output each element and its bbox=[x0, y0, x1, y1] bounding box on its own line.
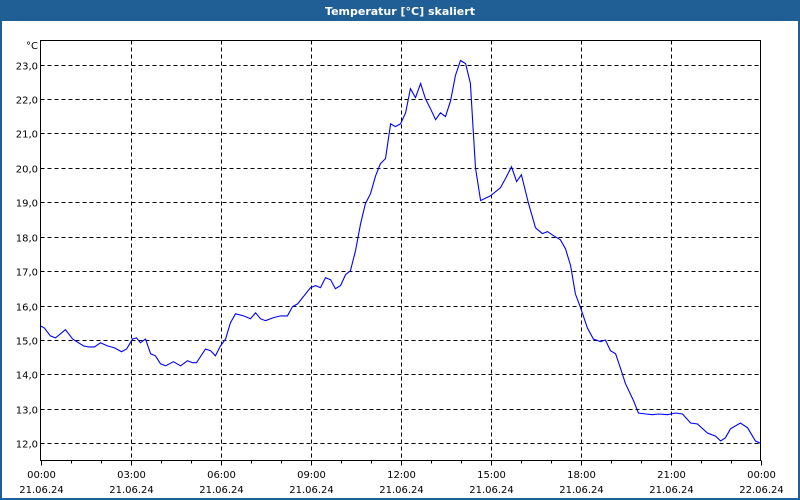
y-tick-label: 14,0 bbox=[16, 371, 38, 382]
window-title: Temperatur [°C] skaliert bbox=[2, 2, 798, 21]
x-tick-date: 22.06.24 bbox=[739, 485, 784, 496]
y-tick-label: 22,0 bbox=[16, 96, 38, 107]
axis-ticks bbox=[41, 460, 762, 466]
y-axis-unit: °C bbox=[26, 41, 38, 52]
x-tick-time: 00:00 bbox=[27, 470, 56, 481]
grid bbox=[40, 40, 761, 461]
x-tick-time: 09:00 bbox=[297, 470, 326, 481]
x-tick-time: 06:00 bbox=[207, 470, 236, 481]
x-tick-date: 21.06.24 bbox=[19, 485, 64, 496]
y-tick-label: 21,0 bbox=[16, 130, 38, 141]
y-tick-label: 16,0 bbox=[16, 303, 38, 314]
x-tick-time: 00:00 bbox=[747, 470, 776, 481]
x-tick-date: 21.06.24 bbox=[109, 485, 154, 496]
temperature-series-line bbox=[40, 59, 761, 444]
x-tick-time: 21:00 bbox=[657, 470, 686, 481]
x-tick-date: 21.06.24 bbox=[199, 485, 244, 496]
y-tick-label: 18,0 bbox=[16, 234, 38, 245]
y-tick-label: 20,0 bbox=[16, 165, 38, 176]
x-tick-date: 21.06.24 bbox=[559, 485, 604, 496]
tick-labels: 23,0 22,0 21,0 20,0 19,0 18,0 17,0 16,0 15,0 14,0… bbox=[16, 62, 784, 497]
x-tick-time: 03:00 bbox=[117, 470, 146, 481]
y-tick-label: 15,0 bbox=[16, 337, 38, 348]
x-tick-time: 18:00 bbox=[567, 470, 596, 481]
x-tick-date: 21.06.24 bbox=[289, 485, 334, 496]
y-tick-label: 23,0 bbox=[16, 62, 38, 73]
y-tick-label: 12,0 bbox=[16, 440, 38, 451]
y-tick-label: 19,0 bbox=[16, 199, 38, 210]
x-tick-time: 15:00 bbox=[477, 470, 506, 481]
x-tick-date: 21.06.24 bbox=[649, 485, 694, 496]
x-tick-time: 12:00 bbox=[387, 470, 416, 481]
x-tick-date: 21.06.24 bbox=[379, 485, 424, 496]
plot-frame bbox=[40, 40, 761, 461]
x-tick-date: 21.06.24 bbox=[469, 485, 514, 496]
y-tick-label: 17,0 bbox=[16, 268, 38, 279]
y-tick-label: 13,0 bbox=[16, 406, 38, 417]
